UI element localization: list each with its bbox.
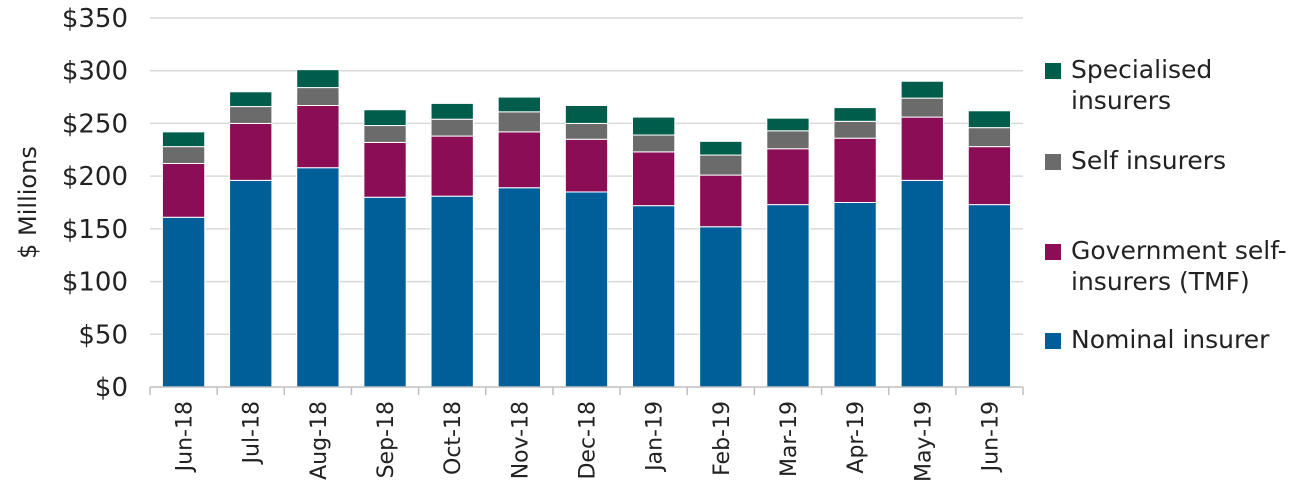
bar-segment bbox=[632, 151, 676, 207]
bar-segment bbox=[766, 117, 810, 132]
x-tick-label: Aug-18 bbox=[307, 401, 332, 480]
y-tick-label: $350 bbox=[62, 4, 128, 34]
bar-segment bbox=[497, 96, 541, 113]
bar-segment bbox=[229, 179, 273, 388]
legend-swatch bbox=[1045, 63, 1061, 79]
bar-segment bbox=[564, 105, 609, 124]
bar-segment bbox=[833, 202, 877, 388]
x-tick-label: Oct-18 bbox=[441, 401, 466, 475]
y-tick-label: $300 bbox=[62, 57, 128, 87]
bar-segment bbox=[967, 146, 1012, 206]
bar-segment bbox=[967, 127, 1012, 148]
legend-label: Self insurers bbox=[1071, 146, 1227, 175]
bar-segment bbox=[833, 107, 877, 122]
bar-segment bbox=[161, 216, 206, 388]
bar-segment bbox=[363, 125, 407, 143]
bar-segment bbox=[296, 105, 340, 169]
x-tick-label: Apr-19 bbox=[844, 401, 869, 474]
bar-segment bbox=[632, 205, 676, 388]
y-axis-label: $ Millions bbox=[14, 146, 42, 259]
bar-segment bbox=[430, 135, 474, 197]
bar-segment bbox=[564, 138, 609, 193]
bar-segment bbox=[699, 174, 743, 228]
legend-item: Government self-insurers (TMF) bbox=[1045, 235, 1291, 297]
legend-swatch bbox=[1045, 154, 1061, 170]
x-tick-label: May-19 bbox=[911, 401, 936, 482]
y-tick-label: $250 bbox=[62, 109, 128, 139]
legend-item: Specialised insurers bbox=[1045, 54, 1291, 116]
bar-segment bbox=[161, 162, 206, 218]
bar-segment bbox=[229, 106, 273, 124]
legend-label: Nominal insurer bbox=[1071, 325, 1270, 354]
legend-item: Nominal insurer bbox=[1045, 324, 1291, 355]
bar-segment bbox=[564, 122, 609, 140]
legend-label: Specialised insurers bbox=[1071, 55, 1213, 115]
legend-swatch bbox=[1045, 244, 1061, 260]
x-tick-label: Mar-19 bbox=[777, 401, 802, 477]
bar-segment bbox=[900, 97, 944, 118]
y-tick-label: $100 bbox=[62, 268, 128, 298]
axes bbox=[149, 386, 1024, 395]
x-tick-label: Jun-18 bbox=[173, 401, 198, 473]
bar-segment bbox=[497, 187, 541, 388]
bar-segment bbox=[363, 109, 407, 127]
bar-segment bbox=[296, 167, 340, 388]
bar-segment bbox=[766, 148, 810, 206]
bar-segment bbox=[766, 130, 810, 150]
bar-segment bbox=[363, 141, 407, 198]
legend-label: Government self-insurers (TMF) bbox=[1071, 236, 1287, 296]
x-tick-label: Jan-19 bbox=[643, 401, 668, 473]
bar-segment bbox=[900, 179, 944, 388]
x-tick-label: Jul-18 bbox=[240, 401, 265, 465]
y-tick-labels: $0 $50 $100 $150 $200 $250 $300 $350 bbox=[62, 4, 128, 403]
bar-segment bbox=[967, 110, 1012, 129]
bar-segment bbox=[430, 118, 474, 137]
bar-segment bbox=[699, 140, 743, 156]
bar-segment bbox=[430, 102, 474, 120]
bar-segment bbox=[363, 196, 407, 388]
bar-segment bbox=[161, 131, 206, 148]
y-tick-label: $0 bbox=[95, 373, 128, 403]
bar-segment bbox=[229, 91, 273, 108]
bar-segment bbox=[766, 204, 810, 388]
bar-segment bbox=[900, 80, 944, 99]
bar-segment bbox=[564, 191, 609, 388]
bar-segment bbox=[161, 146, 206, 164]
bar-segment bbox=[967, 204, 1012, 388]
bar-segment bbox=[430, 195, 474, 388]
x-tick-label: Sep-18 bbox=[374, 401, 399, 478]
y-tick-label: $150 bbox=[62, 215, 128, 245]
bars bbox=[161, 69, 1012, 388]
y-tick-label: $200 bbox=[62, 162, 128, 192]
bar-segment bbox=[699, 226, 743, 388]
x-tick-labels: Jun-18 Jul-18 Aug-18 Sep-18 Oct-18 Nov-18 Dec-… bbox=[173, 401, 1004, 482]
x-tick-label: Jun-19 bbox=[978, 401, 1003, 473]
bar-segment bbox=[497, 131, 541, 189]
bar-segment bbox=[632, 134, 676, 153]
legend-swatch bbox=[1045, 333, 1061, 349]
x-tick-label: Nov-18 bbox=[508, 401, 533, 479]
legend-item: Self insurers bbox=[1045, 145, 1291, 176]
bar-segment bbox=[229, 122, 273, 181]
bar-segment bbox=[296, 69, 340, 89]
x-tick-label: Feb-19 bbox=[710, 401, 735, 476]
bar-segment bbox=[900, 116, 944, 181]
bar-segment bbox=[833, 120, 877, 139]
y-tick-label: $50 bbox=[78, 320, 128, 350]
bar-segment bbox=[699, 154, 743, 176]
bar-segment bbox=[833, 137, 877, 203]
bar-segment bbox=[497, 111, 541, 133]
x-tick-label: Dec-18 bbox=[576, 401, 601, 480]
bar-segment bbox=[296, 87, 340, 107]
bar-segment bbox=[632, 116, 676, 136]
